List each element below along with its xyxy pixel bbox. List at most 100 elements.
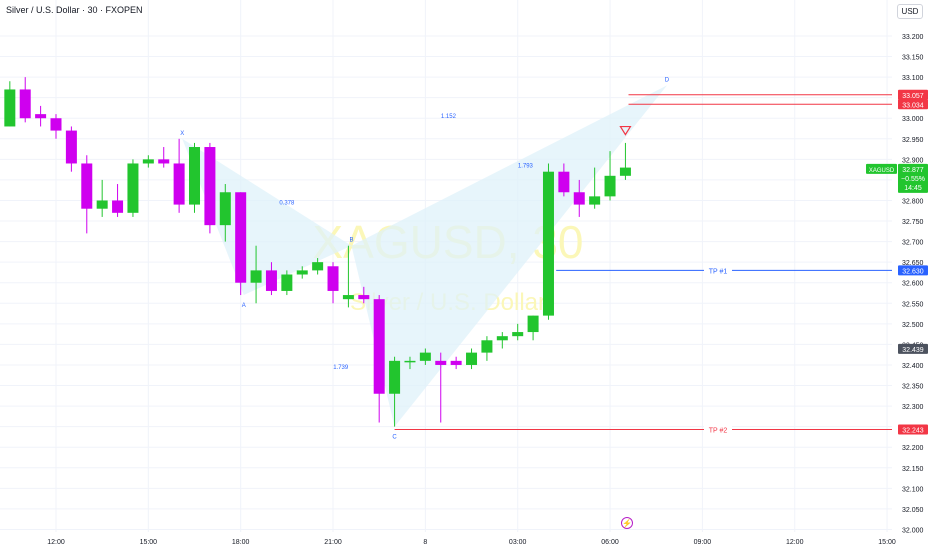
candle-body (112, 200, 124, 213)
price-axis-tick: 32.200 (902, 445, 924, 452)
candle-body (604, 175, 616, 197)
candle-body (450, 360, 462, 365)
price-axis-tick: 32.300 (902, 404, 924, 411)
price-axis-tick: 32.950 (902, 137, 924, 144)
sell-signal-icon (619, 125, 632, 136)
symbol-price-tag-label: XAGUSD (869, 168, 895, 174)
price-axis-tick: 32.700 (902, 240, 924, 247)
harmonic-triangle-bcd (351, 85, 667, 427)
time-axis-tick: 12:00 (786, 539, 804, 546)
harmonic-triangle-xab (182, 138, 352, 296)
pattern-ratio-label: 1.793 (518, 164, 534, 170)
candle-body (127, 163, 139, 213)
candle-body (296, 270, 308, 275)
candle-body (342, 295, 354, 300)
price-axis-tick: 32.400 (902, 363, 924, 370)
price-axis-tick: 32.600 (902, 281, 924, 288)
candle-body (142, 159, 154, 164)
time-axis-bg (0, 532, 932, 550)
time-axis-tick: 15:00 (140, 539, 158, 546)
lightning-icon[interactable]: ⚡ (621, 517, 633, 529)
pattern-ratio-label: 0.378 (279, 201, 295, 207)
level-label-bg (704, 424, 732, 435)
pattern-point-label: C (392, 435, 397, 441)
candle-body (204, 147, 216, 226)
price-label: 33.034 (902, 102, 924, 109)
price-axis-tick: 33.200 (902, 34, 924, 41)
time-axis-tick: 18:00 (232, 539, 250, 546)
level-label-bg (704, 265, 732, 276)
price-axis-tick: 33.000 (902, 116, 924, 123)
time-axis-tick: 8 (423, 539, 427, 546)
price-label-bg (898, 89, 928, 100)
candle-body (189, 147, 201, 205)
price-axis-tick: 33.100 (902, 75, 924, 82)
pattern-ratio-label: 1.739 (333, 365, 349, 371)
currency-button[interactable]: USD (897, 4, 923, 19)
current-price-value: 32.877 (902, 167, 924, 174)
price-axis-tick: 33.150 (902, 55, 924, 62)
candle-body (35, 114, 47, 119)
candle-body (81, 163, 93, 209)
candle-body (512, 332, 524, 337)
candle-body (96, 200, 108, 209)
price-axis-tick: 32.150 (902, 466, 924, 473)
level-label: TP #1 (709, 268, 728, 275)
candle-body (435, 360, 447, 365)
price-axis-tick: 32.000 (902, 527, 924, 534)
time-axis-tick: 12:00 (47, 539, 65, 546)
price-axis-tick: 32.650 (902, 260, 924, 267)
pattern-point-label: B (349, 238, 353, 244)
pattern-point-label: X (180, 131, 184, 137)
price-label: 32.439 (902, 347, 924, 354)
pattern-ratio-label: 1.152 (441, 114, 457, 120)
price-label-bg (898, 343, 928, 354)
candle-body (527, 315, 539, 333)
time-axis-tick: 06:00 (601, 539, 619, 546)
candle-body (19, 89, 31, 119)
pattern-point-label: A (242, 303, 246, 309)
price-axis-tick: 32.550 (902, 301, 924, 308)
symbol-price-tag (866, 163, 897, 174)
candle-body (50, 118, 62, 131)
candle-body (281, 274, 293, 291)
time-axis-tick: 21:00 (324, 539, 342, 546)
candle-body (419, 352, 431, 361)
time-axis-tick: 09:00 (694, 539, 712, 546)
symbol-title: Silver / U.S. Dollar · 30 · FXOPEN (6, 5, 143, 15)
candle-body (619, 167, 631, 176)
price-label-bg (898, 99, 928, 110)
candle-body (235, 192, 247, 283)
price-axis-tick: 32.500 (902, 322, 924, 329)
candle-body (158, 159, 170, 164)
candle-body (481, 340, 493, 353)
price-label: 32.243 (902, 428, 924, 435)
candle-body (496, 336, 508, 341)
candle-body (558, 171, 570, 193)
time-axis-tick: 03:00 (509, 539, 527, 546)
price-axis-tick: 32.750 (902, 219, 924, 226)
candle-body (389, 360, 401, 394)
price-label: 32.630 (902, 268, 924, 275)
bar-countdown: 14:45 (904, 185, 922, 192)
candle-body (65, 130, 77, 164)
price-label-bg (898, 265, 928, 276)
price-label: 33.057 (902, 93, 924, 100)
candle-body (542, 171, 554, 316)
candle-body (589, 196, 601, 205)
candle-body (219, 192, 231, 226)
level-label: TP #2 (709, 428, 728, 435)
candle-body (373, 299, 385, 394)
candle-body (327, 266, 339, 291)
pattern-point-label: D (665, 77, 670, 83)
candle-body (173, 163, 185, 205)
current-price-change: −0.55% (901, 176, 925, 183)
candle-body (573, 192, 585, 205)
price-axis-tick: 32.900 (902, 157, 924, 164)
candle-body (250, 270, 262, 283)
price-axis-tick: 32.800 (902, 198, 924, 205)
price-label-bg (898, 424, 928, 435)
price-axis-tick: 32.350 (902, 384, 924, 391)
